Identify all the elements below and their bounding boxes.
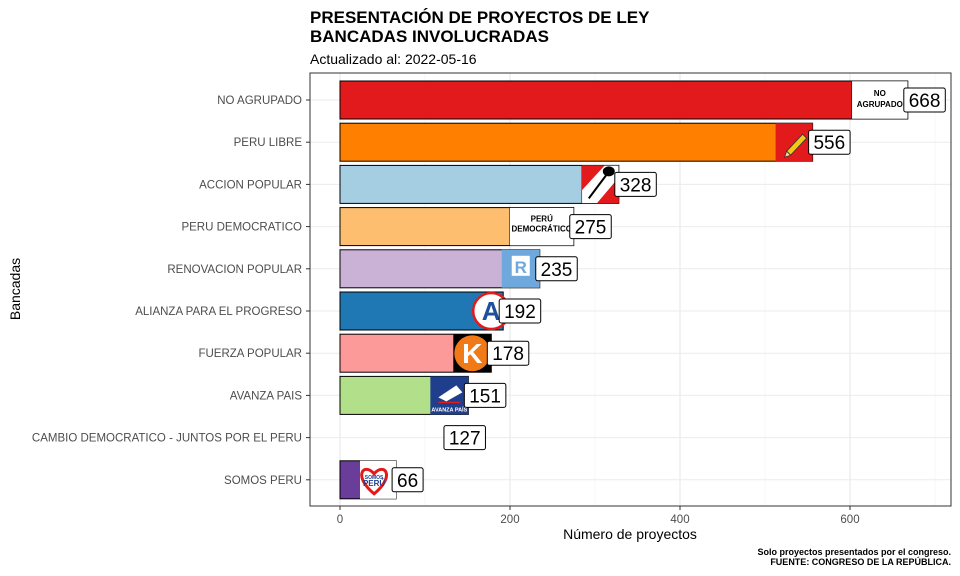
x-axis-title: Número de proyectos xyxy=(563,526,697,542)
value-label-box-cambio-democratico-juntos-por-el-peru xyxy=(443,425,486,451)
value-label-box-fuerza-popular xyxy=(486,340,530,366)
plot-border xyxy=(309,72,952,507)
logo-text-alianza: A xyxy=(482,296,501,326)
logo-fuerza-circle xyxy=(454,335,491,372)
logo-ap-red-bottom xyxy=(596,177,619,204)
logo-peru-democratico xyxy=(509,207,574,246)
logo-text-no-agrupado-1: NO xyxy=(874,89,886,98)
x-tick-label-200: 200 xyxy=(500,514,519,526)
value-label-cambio-democratico-juntos-por-el-peru: 127 xyxy=(449,429,481,450)
value-label-renovacion-popular: 235 xyxy=(541,260,573,281)
value-label-avanza-pais: 151 xyxy=(469,386,501,407)
bar-accion-popular xyxy=(339,164,620,204)
value-label-no-agrupado: 668 xyxy=(909,91,941,112)
pencil-tip-icon xyxy=(783,150,792,158)
y-tick-label-no-agrupado: NO AGRUPADO xyxy=(217,95,302,107)
logo-avanza-arrow xyxy=(438,385,463,402)
heart-icon xyxy=(360,467,388,496)
logo-text-no-agrupado-2: AGRUPADO xyxy=(857,100,903,109)
logo-text-peru-democratico-2: DEMOCRÁTICO xyxy=(512,225,572,234)
shovel-icon xyxy=(602,166,615,177)
logo-no-agrupado xyxy=(851,80,909,120)
value-label-somos-peru: 66 xyxy=(397,471,418,492)
chart-caption: Solo proyectos presentados por el congre… xyxy=(757,547,951,567)
x-tick-label-400: 400 xyxy=(670,514,689,526)
value-label-box-avanza-pais xyxy=(463,382,507,408)
value-label-box-alianza-para-el-progreso xyxy=(498,298,542,324)
y-tick-label-somos-peru: SOMOS PERU xyxy=(224,475,302,487)
value-label-peru-libre: 556 xyxy=(813,133,845,154)
value-label-accion-popular: 328 xyxy=(620,175,652,196)
logo-text-avanza: AVANZA PAÍS xyxy=(431,405,467,413)
chart-title-line2: BANCADAS INVOLUCRADAS xyxy=(310,27,549,46)
y-tick-label-renovacion-popular: RENOVACION POPULAR xyxy=(167,264,302,276)
value-label-fuerza-popular: 178 xyxy=(492,344,524,365)
chart-title: PRESENTACIÓN DE PROYECTOS DE LEY BANCADA… xyxy=(310,8,649,46)
y-tick-label-cambio-democratico-juntos-por-el-peru: CAMBIO DEMOCRATICO - JUNTOS POR EL PERU xyxy=(32,433,302,445)
logo-text-peru-democratico-1: PERÚ xyxy=(531,215,553,224)
value-label-box-accion-popular xyxy=(614,171,657,197)
value-label-box-somos-peru xyxy=(391,467,424,493)
logo-text-somos-1: SOMOS xyxy=(365,475,384,481)
logo-text-somos-2: PERÚ xyxy=(363,479,385,488)
caption-line2: FUENTE: CONGRESO DE LA REPÚBLICA. xyxy=(770,557,951,567)
y-tick-label-alianza-para-el-progreso: ALIANZA PARA EL PROGRESO xyxy=(135,306,302,318)
y-tick-label-accion-popular: ACCION POPULAR xyxy=(199,179,302,191)
x-tick-label-0: 0 xyxy=(337,514,343,526)
value-label-box-renovacion-popular xyxy=(535,256,578,282)
logo-text-fuerza: K xyxy=(462,338,482,369)
x-tick-label-600: 600 xyxy=(840,514,859,526)
chart-title-line1: PRESENTACIÓN DE PROYECTOS DE LEY xyxy=(310,8,650,27)
shovel-handle-icon xyxy=(587,173,608,199)
y-tick-label-peru-democratico: PERU DEMOCRATICO xyxy=(181,222,302,234)
value-label-alianza-para-el-progreso: 192 xyxy=(504,302,536,323)
caption-line1: Solo proyectos presentados por el congre… xyxy=(757,547,951,557)
y-axis-title: Bancadas xyxy=(7,258,23,320)
bar-no-agrupado xyxy=(339,80,909,120)
bar-peru-libre xyxy=(339,122,814,162)
y-tick-label-avanza-pais: AVANZA PAIS xyxy=(230,390,303,402)
logo-text-renovacion-popular: R xyxy=(515,258,527,277)
logo-somos-peru xyxy=(360,460,397,499)
value-label-peru-democratico: 275 xyxy=(575,218,607,239)
logo-ap-red-top xyxy=(581,165,605,191)
chart-subtitle: Actualizado al: 2022-05-16 xyxy=(310,51,477,67)
y-tick-label-peru-libre: PERU LIBRE xyxy=(234,137,303,149)
value-label-box-peru-democratico xyxy=(569,214,612,240)
value-label-box-peru-libre xyxy=(808,129,851,155)
y-tick-label-fuerza-popular: FUERZA POPULAR xyxy=(198,348,302,360)
value-label-box-no-agrupado xyxy=(903,87,946,113)
logo-rp-box xyxy=(511,255,530,276)
logo-peru-libre xyxy=(775,123,813,162)
